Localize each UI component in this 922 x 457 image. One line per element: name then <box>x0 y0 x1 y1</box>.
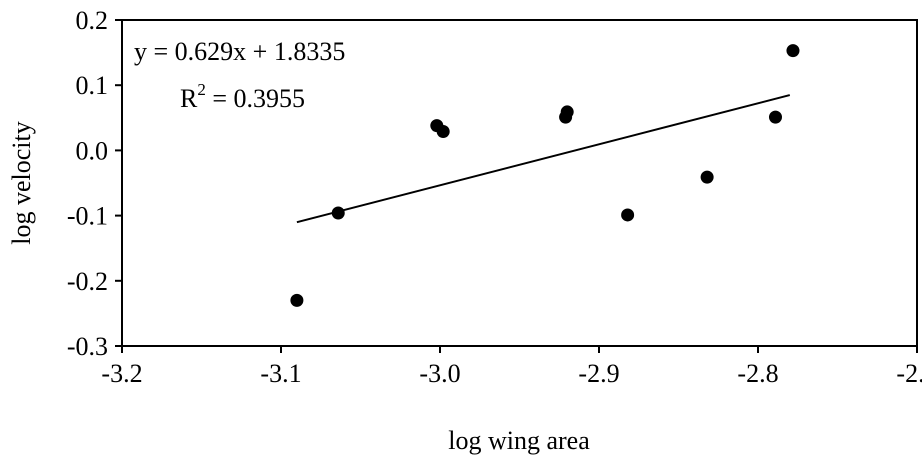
trendline <box>296 94 791 224</box>
x-tick-label: -3.0 <box>419 359 460 388</box>
x-tick-label: -2.8 <box>737 359 778 388</box>
r-squared-superscript: 2 <box>197 80 206 99</box>
x-tick-label: -3.1 <box>260 359 301 388</box>
x-axis-ticks: -3.2 -3.1 -3.0 -2.9 -2.8 -2.7 <box>101 346 922 388</box>
y-tick-label: -0.1 <box>67 202 108 231</box>
data-point <box>290 293 304 307</box>
r-squared-r: R <box>180 84 198 113</box>
data-point <box>560 105 574 119</box>
equation-label: y = 0.629x + 1.8335 <box>134 37 345 66</box>
data-point <box>436 124 450 138</box>
data-points <box>290 44 800 307</box>
y-axis-ticks: -0.3 -0.2 -0.1 0.0 0.1 0.2 <box>67 6 122 361</box>
x-tick-label: -3.2 <box>101 359 142 388</box>
data-point <box>786 44 800 58</box>
y-tick-label: 0.1 <box>76 71 109 100</box>
r-squared-label: R2 = 0.3955 <box>180 80 305 113</box>
data-point <box>700 170 714 184</box>
y-tick-label: -0.2 <box>67 267 108 296</box>
data-point <box>768 110 782 124</box>
data-point <box>621 208 635 222</box>
x-axis-title: log wing area <box>448 426 590 455</box>
plot-area <box>121 19 918 347</box>
r-squared-value: = 0.3955 <box>206 84 305 113</box>
data-point <box>331 206 345 220</box>
y-tick-label: 0.0 <box>76 136 109 165</box>
y-tick-label: 0.2 <box>76 6 109 35</box>
y-tick-label: -0.3 <box>67 332 108 361</box>
x-tick-label: -2.9 <box>578 359 619 388</box>
y-axis-title: log velocity <box>7 121 36 244</box>
x-tick-label: -2.7 <box>896 359 922 388</box>
